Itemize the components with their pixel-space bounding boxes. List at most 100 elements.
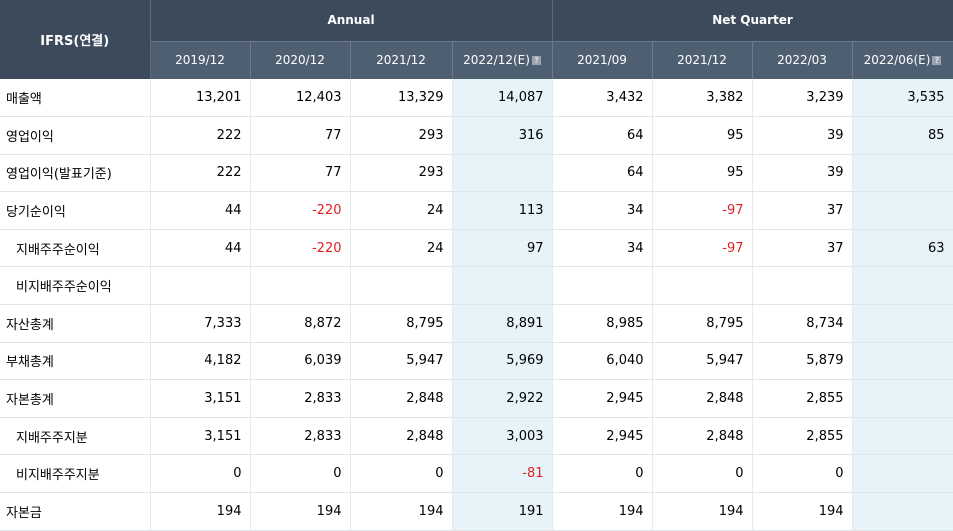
table-cell: 2,855: [752, 379, 853, 418]
table-cell: 0: [150, 454, 251, 494]
column-header: 2021/09: [552, 40, 653, 79]
table-row: 영업이익 222 77 293 316 64 95 39 85: [0, 116, 953, 155]
table-cell: 77: [250, 154, 351, 193]
table-cell: 3,151: [150, 379, 251, 418]
table-cell: 77: [250, 116, 351, 155]
table-cell: 2,833: [250, 417, 351, 456]
table-cell: 39: [752, 154, 853, 193]
table-cell: 2,848: [350, 379, 453, 418]
table-cell: 2,848: [652, 379, 753, 418]
table-cell: -220: [250, 191, 351, 230]
table-cell: 12,403: [250, 79, 351, 118]
table-cell: 44: [150, 229, 251, 268]
table-cell: 2,945: [552, 379, 653, 418]
table-cell: 222: [150, 116, 251, 155]
table-cell: 3,003: [452, 417, 553, 456]
table-cell: 5,947: [652, 342, 753, 381]
table-cell: 194: [652, 492, 753, 531]
table-cell: [852, 417, 953, 456]
table-cell: 2,833: [250, 379, 351, 418]
table-cell: 0: [752, 454, 853, 494]
column-header-label: 2022/06(E): [863, 53, 931, 68]
table-cell: 8,872: [250, 304, 351, 343]
table-cell: 5,879: [752, 342, 853, 381]
corner-header: IFRS(연결): [0, 0, 151, 79]
table-cell: [852, 304, 953, 343]
column-header-label: 2022/03: [777, 53, 827, 68]
row-label: 영업이익: [0, 116, 151, 155]
table-row: 당기순이익 44 -220 24 113 34 -97 37: [0, 191, 953, 230]
table-cell: 34: [552, 229, 653, 268]
table-cell: 64: [552, 154, 653, 193]
table-cell: 2,848: [652, 417, 753, 456]
table-cell: 191: [452, 492, 553, 531]
table-cell: 8,795: [652, 304, 753, 343]
table-cell: 0: [250, 454, 351, 494]
row-label: 비지배주주지분: [0, 454, 151, 494]
row-label: 당기순이익: [0, 191, 151, 230]
group-header-net-quarter: Net Quarter: [552, 0, 953, 41]
table-cell: 8,891: [452, 304, 553, 343]
table-cell: [350, 266, 453, 306]
table-row: 지배주주순이익 44 -220 24 97 34 -97 37 63: [0, 229, 953, 268]
row-label: 비지배주주순이익: [0, 266, 151, 306]
column-header: 2019/12: [150, 40, 251, 79]
column-header-label: 2020/12: [275, 53, 325, 68]
column-header-estimate: 2022/06(E)?: [852, 40, 953, 79]
table-cell: 3,151: [150, 417, 251, 456]
table-cell: 293: [350, 116, 453, 155]
table-cell: 194: [752, 492, 853, 531]
table-cell: 64: [552, 116, 653, 155]
table-cell: [452, 154, 553, 193]
table-cell: 194: [552, 492, 653, 531]
table-row: 비지배주주순이익: [0, 266, 953, 306]
table-cell: 13,201: [150, 79, 251, 118]
table-cell: 5,969: [452, 342, 553, 381]
table-cell: [852, 191, 953, 230]
table-cell: [452, 266, 553, 306]
table-cell: 2,848: [350, 417, 453, 456]
table-cell: [852, 266, 953, 306]
table-row: 자산총계 7,333 8,872 8,795 8,891 8,985 8,795 8,734: [0, 304, 953, 343]
table-cell: -81: [452, 454, 553, 494]
table-cell: 97: [452, 229, 553, 268]
header-row-groups: IFRS(연결) Annual Net Quarter: [0, 0, 953, 79]
table-cell: 194: [150, 492, 251, 531]
table-cell: 3,535: [852, 79, 953, 118]
table-row: 자본총계 3,151 2,833 2,848 2,922 2,945 2,848 2,855: [0, 379, 953, 418]
table-cell: 2,922: [452, 379, 553, 418]
table-cell: [652, 266, 753, 306]
table-cell: 95: [652, 116, 753, 155]
table-cell: 2,855: [752, 417, 853, 456]
info-icon[interactable]: ?: [531, 56, 541, 66]
row-label: 자산총계: [0, 304, 151, 343]
table-cell: [852, 342, 953, 381]
column-header-label: 2021/12: [376, 53, 426, 68]
table-cell: 4,182: [150, 342, 251, 381]
info-icon[interactable]: ?: [932, 56, 942, 66]
column-header: 2022/03: [752, 40, 853, 79]
table-cell: 316: [452, 116, 553, 155]
table-cell: 39: [752, 116, 853, 155]
table-cell: [852, 379, 953, 418]
table-cell: 194: [250, 492, 351, 531]
table-cell: 0: [552, 454, 653, 494]
table-cell: 24: [350, 229, 453, 268]
table-cell: 95: [652, 154, 753, 193]
table-cell: 5,947: [350, 342, 453, 381]
row-label: 매출액: [0, 79, 151, 118]
table-cell: 37: [752, 229, 853, 268]
table-row: 자본금 194 194 194 191 194 194 194: [0, 492, 953, 531]
column-header: 2020/12: [250, 40, 351, 79]
table-cell: 85: [852, 116, 953, 155]
table-cell: 13,329: [350, 79, 453, 118]
table-cell: [852, 492, 953, 531]
table-cell: 3,432: [552, 79, 653, 118]
column-header-label: 2022/12(E): [463, 53, 530, 68]
row-label: 영업이익(발표기준): [0, 154, 151, 193]
table-cell: 3,239: [752, 79, 853, 118]
table-row: 부채총계 4,182 6,039 5,947 5,969 6,040 5,947 5,879: [0, 342, 953, 381]
table-cell: 0: [350, 454, 453, 494]
group-header-annual: Annual: [150, 0, 553, 41]
